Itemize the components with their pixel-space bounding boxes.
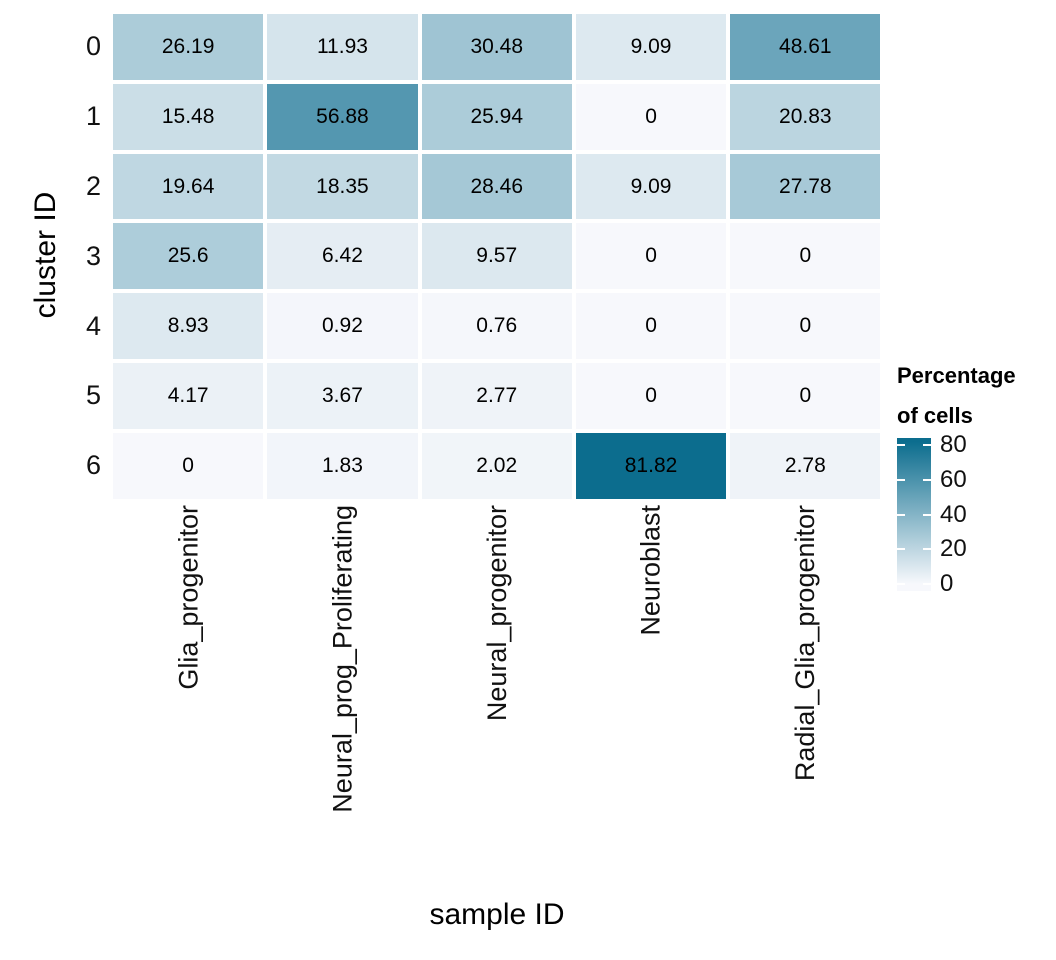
heatmap-cell-r3-c0: 25.6	[113, 223, 264, 290]
heatmap-cell-r6-c4: 2.78	[730, 432, 881, 499]
heatmap-cell-r2-c3: 9.09	[575, 153, 727, 220]
y-tick-label-4: 4	[85, 310, 101, 341]
heatmap-cell-r5-c4: 0	[730, 363, 881, 429]
y-axis-title: cluster ID	[29, 191, 62, 319]
colorbar-tick-mark	[897, 583, 905, 586]
heatmap-cell-r4-c1: 0.92	[267, 293, 418, 359]
colorbar-tick-mark	[923, 443, 931, 446]
heatmap-cell-r1-c4: 20.83	[730, 83, 881, 150]
colorbar-tick-mark	[897, 478, 905, 481]
y-tick-label-5: 5	[85, 380, 101, 411]
heatmap-cell-r4-c3: 0	[575, 293, 727, 359]
heatmap-cell-r1-c1: 56.88	[267, 83, 418, 150]
heatmap-cell-r2-c4: 27.78	[730, 153, 881, 220]
colorbar-tick-mark	[923, 513, 931, 516]
colorbar-tick-label-80: 80	[940, 430, 967, 458]
heatmap-cell-r6-c1: 1.83	[267, 432, 418, 499]
y-tick-label-2: 2	[85, 171, 101, 201]
legend-title-line1: Percentage	[897, 363, 1016, 388]
heatmap-cell-r4-c2: 0.76	[421, 293, 572, 359]
x-tick-label-Neuroblast: Neuroblast	[636, 505, 667, 636]
legend-title: Percentage of cells	[897, 356, 1056, 436]
heatmap-cell-r6-c2: 2.02	[421, 432, 572, 499]
colorbar-tick-mark	[923, 478, 931, 481]
heatmap-cell-r5-c2: 2.77	[421, 363, 572, 429]
heatmap-cell-r0-c3: 9.09	[575, 14, 727, 80]
colorbar-tick-label-20: 20	[940, 535, 967, 563]
heatmap-cell-r3-c2: 9.57	[421, 223, 572, 290]
heatmap-cell-r3-c4: 0	[730, 223, 881, 290]
colorbar-tick-mark	[897, 548, 905, 551]
heatmap-cell-r4-c0: 8.93	[113, 293, 264, 359]
heatmap-cell-r6-c0: 0	[113, 432, 264, 499]
colorbar-tick-mark	[897, 513, 905, 516]
heatmap-cell-r3-c3: 0	[575, 223, 727, 290]
legend-title-line2: of cells	[897, 403, 973, 428]
x-axis-title: sample ID	[429, 898, 565, 931]
heatmap-cell-r2-c1: 18.35	[267, 153, 418, 220]
colorbar-tick-mark	[897, 443, 905, 446]
y-tick-label-3: 3	[85, 240, 101, 271]
x-tick-label-Glia_progenitor: Glia_progenitor	[173, 505, 204, 690]
heatmap-cell-r0-c1: 11.93	[267, 14, 418, 80]
x-tick-label-Neural_prog_Proliferating: Neural_prog_Proliferating	[327, 505, 358, 813]
heatmap-cell-r0-c0: 26.19	[113, 14, 264, 80]
colorbar-tick-mark	[923, 583, 931, 586]
legend-colorbar-area: 0 20 40 60 80	[897, 431, 1056, 597]
heatmap-cell-r1-c0: 15.48	[113, 83, 264, 150]
heatmap-cell-r5-c1: 3.67	[267, 363, 418, 429]
heatmap-cell-r0-c2: 30.48	[421, 14, 572, 80]
heatmap-cell-r0-c4: 48.61	[730, 14, 881, 80]
y-tick-label-6: 6	[85, 450, 101, 481]
legend: Percentage of cells 0 20 40 60 80	[897, 356, 1056, 597]
heatmap-cell-r2-c0: 19.64	[113, 153, 264, 220]
heatmap-cell-r1-c2: 25.94	[421, 83, 572, 150]
heatmap-cell-r6-c3: 81.82	[575, 432, 727, 499]
colorbar-tick-label-60: 60	[940, 465, 967, 493]
heatmap-cell-r5-c0: 4.17	[113, 363, 264, 429]
y-tick-label-0: 0	[85, 31, 101, 62]
x-tick-label-Neural_progenitor: Neural_progenitor	[481, 505, 512, 722]
colorbar-tick-label-40: 40	[940, 500, 967, 528]
heatmap-cell-r1-c3: 0	[575, 83, 727, 150]
colorbar-tick-mark	[923, 548, 931, 551]
heatmap-cell-r5-c3: 0	[575, 363, 727, 429]
heatmap-cell-r2-c2: 28.46	[421, 153, 572, 220]
x-tick-label-Radial_Glia_progenitor: Radial_Glia_progenitor	[790, 505, 821, 782]
colorbar-tick-label-0: 0	[940, 570, 954, 598]
y-tick-label-1: 1	[85, 101, 101, 132]
heatmap-cell-r3-c1: 6.42	[267, 223, 418, 290]
heatmap-cell-r4-c4: 0	[730, 293, 881, 359]
